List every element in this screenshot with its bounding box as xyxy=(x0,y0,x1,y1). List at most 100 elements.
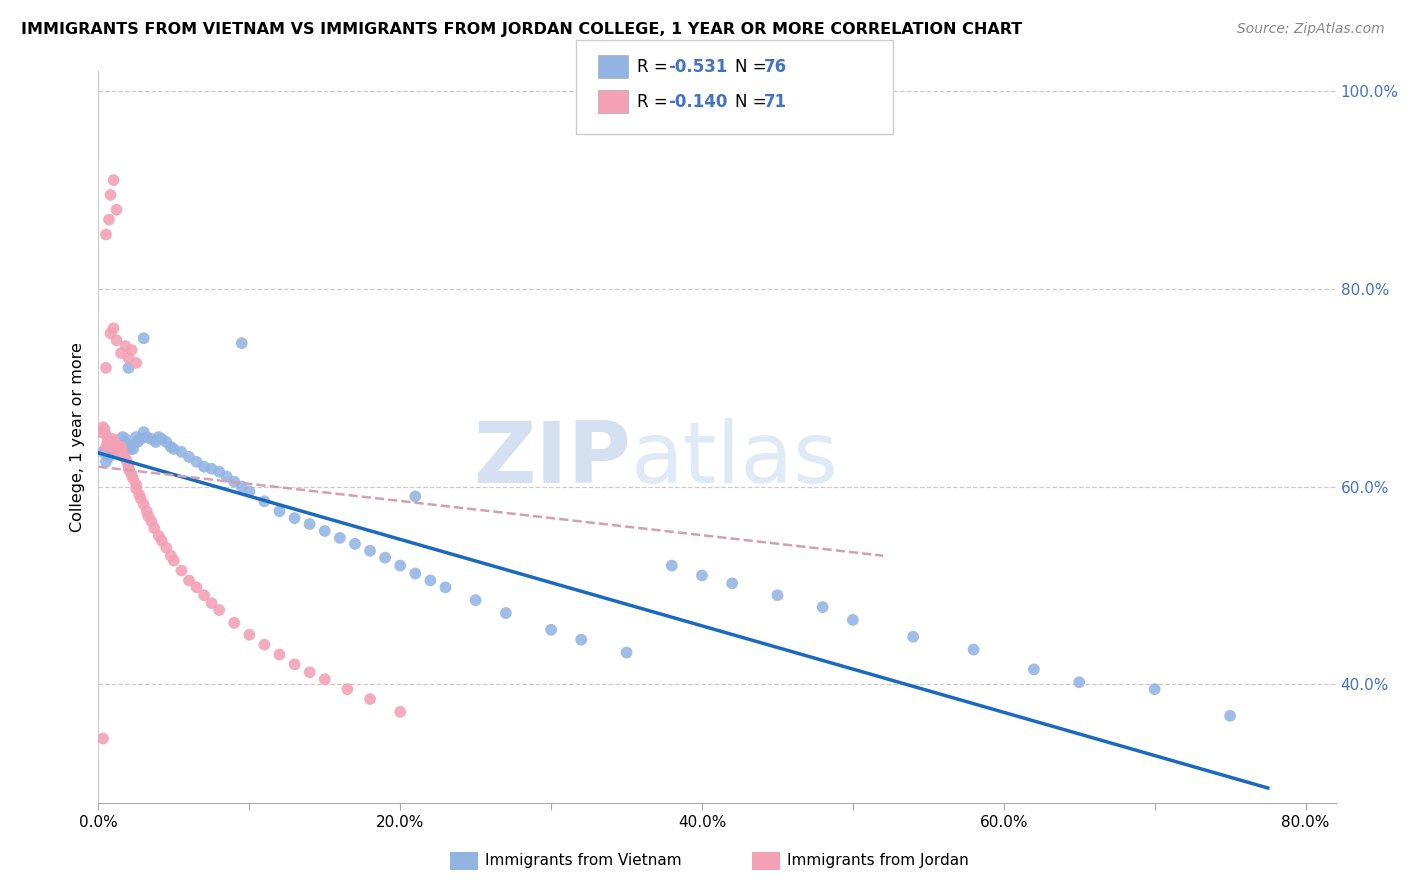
Point xyxy=(284,511,307,525)
Point xyxy=(314,524,336,538)
Point xyxy=(91,731,114,746)
Point xyxy=(105,333,128,347)
Point xyxy=(148,430,170,444)
Point xyxy=(145,435,167,450)
Point xyxy=(96,435,118,450)
Point xyxy=(105,438,128,452)
Point xyxy=(129,491,152,506)
Point xyxy=(117,458,139,472)
Text: R =: R = xyxy=(637,93,673,111)
Point xyxy=(284,657,307,672)
Point xyxy=(177,574,200,588)
Point xyxy=(721,576,744,591)
Text: IMMIGRANTS FROM VIETNAM VS IMMIGRANTS FROM JORDAN COLLEGE, 1 YEAR OR MORE CORREL: IMMIGRANTS FROM VIETNAM VS IMMIGRANTS FR… xyxy=(21,22,1022,37)
Point xyxy=(120,442,142,456)
Point xyxy=(98,212,121,227)
Point xyxy=(690,568,713,582)
Point xyxy=(94,360,117,375)
Point xyxy=(1069,675,1091,690)
Point xyxy=(495,606,517,620)
Y-axis label: College, 1 year or more: College, 1 year or more xyxy=(69,343,84,532)
Point xyxy=(269,504,291,518)
Text: -0.531: -0.531 xyxy=(668,58,727,76)
Point xyxy=(224,475,246,489)
Point xyxy=(389,558,412,573)
Point xyxy=(389,705,412,719)
Point xyxy=(117,440,139,454)
Point xyxy=(111,445,134,459)
Point xyxy=(155,541,177,555)
Point xyxy=(117,351,139,365)
Point xyxy=(121,438,143,452)
Point xyxy=(103,440,125,454)
Point xyxy=(314,672,336,686)
Point xyxy=(128,487,150,501)
Text: atlas: atlas xyxy=(630,417,838,500)
Point xyxy=(103,321,125,335)
Point xyxy=(253,494,276,508)
Point xyxy=(94,428,117,442)
Point xyxy=(404,566,426,581)
Point xyxy=(93,422,115,436)
Point xyxy=(842,613,865,627)
Point xyxy=(231,479,253,493)
Point xyxy=(110,440,132,454)
Point xyxy=(103,173,125,187)
Point xyxy=(98,432,121,446)
Point xyxy=(115,455,138,469)
Point xyxy=(215,469,238,483)
Text: -0.140: -0.140 xyxy=(668,93,727,111)
Point xyxy=(298,517,321,532)
Point xyxy=(1143,682,1166,697)
Point xyxy=(766,588,789,602)
Point xyxy=(208,465,231,479)
Point xyxy=(661,558,683,573)
Point xyxy=(100,435,122,450)
Point xyxy=(1219,708,1241,723)
Point xyxy=(132,331,155,345)
Point xyxy=(186,455,208,469)
Point xyxy=(117,360,139,375)
Text: 71: 71 xyxy=(763,93,786,111)
Point xyxy=(103,432,125,446)
Point xyxy=(108,442,131,456)
Point xyxy=(160,549,183,563)
Text: Immigrants from Jordan: Immigrants from Jordan xyxy=(787,854,969,868)
Point xyxy=(170,564,193,578)
Point xyxy=(136,509,159,524)
Point xyxy=(110,448,132,462)
Point xyxy=(208,603,231,617)
Point xyxy=(253,638,276,652)
Text: N =: N = xyxy=(735,93,772,111)
Point xyxy=(94,455,117,469)
Text: Immigrants from Vietnam: Immigrants from Vietnam xyxy=(485,854,682,868)
Point xyxy=(125,482,148,496)
Point xyxy=(117,461,139,475)
Point xyxy=(98,450,121,464)
Point xyxy=(434,580,457,594)
Point xyxy=(238,628,260,642)
Point xyxy=(464,593,486,607)
Point xyxy=(359,543,381,558)
Point xyxy=(94,440,117,454)
Point xyxy=(150,432,173,446)
Point xyxy=(114,339,136,353)
Point xyxy=(107,442,129,456)
Point xyxy=(141,432,163,446)
Point xyxy=(125,477,148,491)
Point xyxy=(115,437,138,451)
Point xyxy=(186,580,208,594)
Point xyxy=(336,682,359,697)
Point xyxy=(193,588,215,602)
Point xyxy=(903,630,925,644)
Point xyxy=(148,529,170,543)
Point xyxy=(91,445,114,459)
Point xyxy=(110,438,132,452)
Point xyxy=(121,467,143,482)
Point xyxy=(269,648,291,662)
Point xyxy=(374,550,396,565)
Point xyxy=(108,445,131,459)
Point xyxy=(150,533,173,548)
Point xyxy=(96,440,118,454)
Point xyxy=(129,432,152,446)
